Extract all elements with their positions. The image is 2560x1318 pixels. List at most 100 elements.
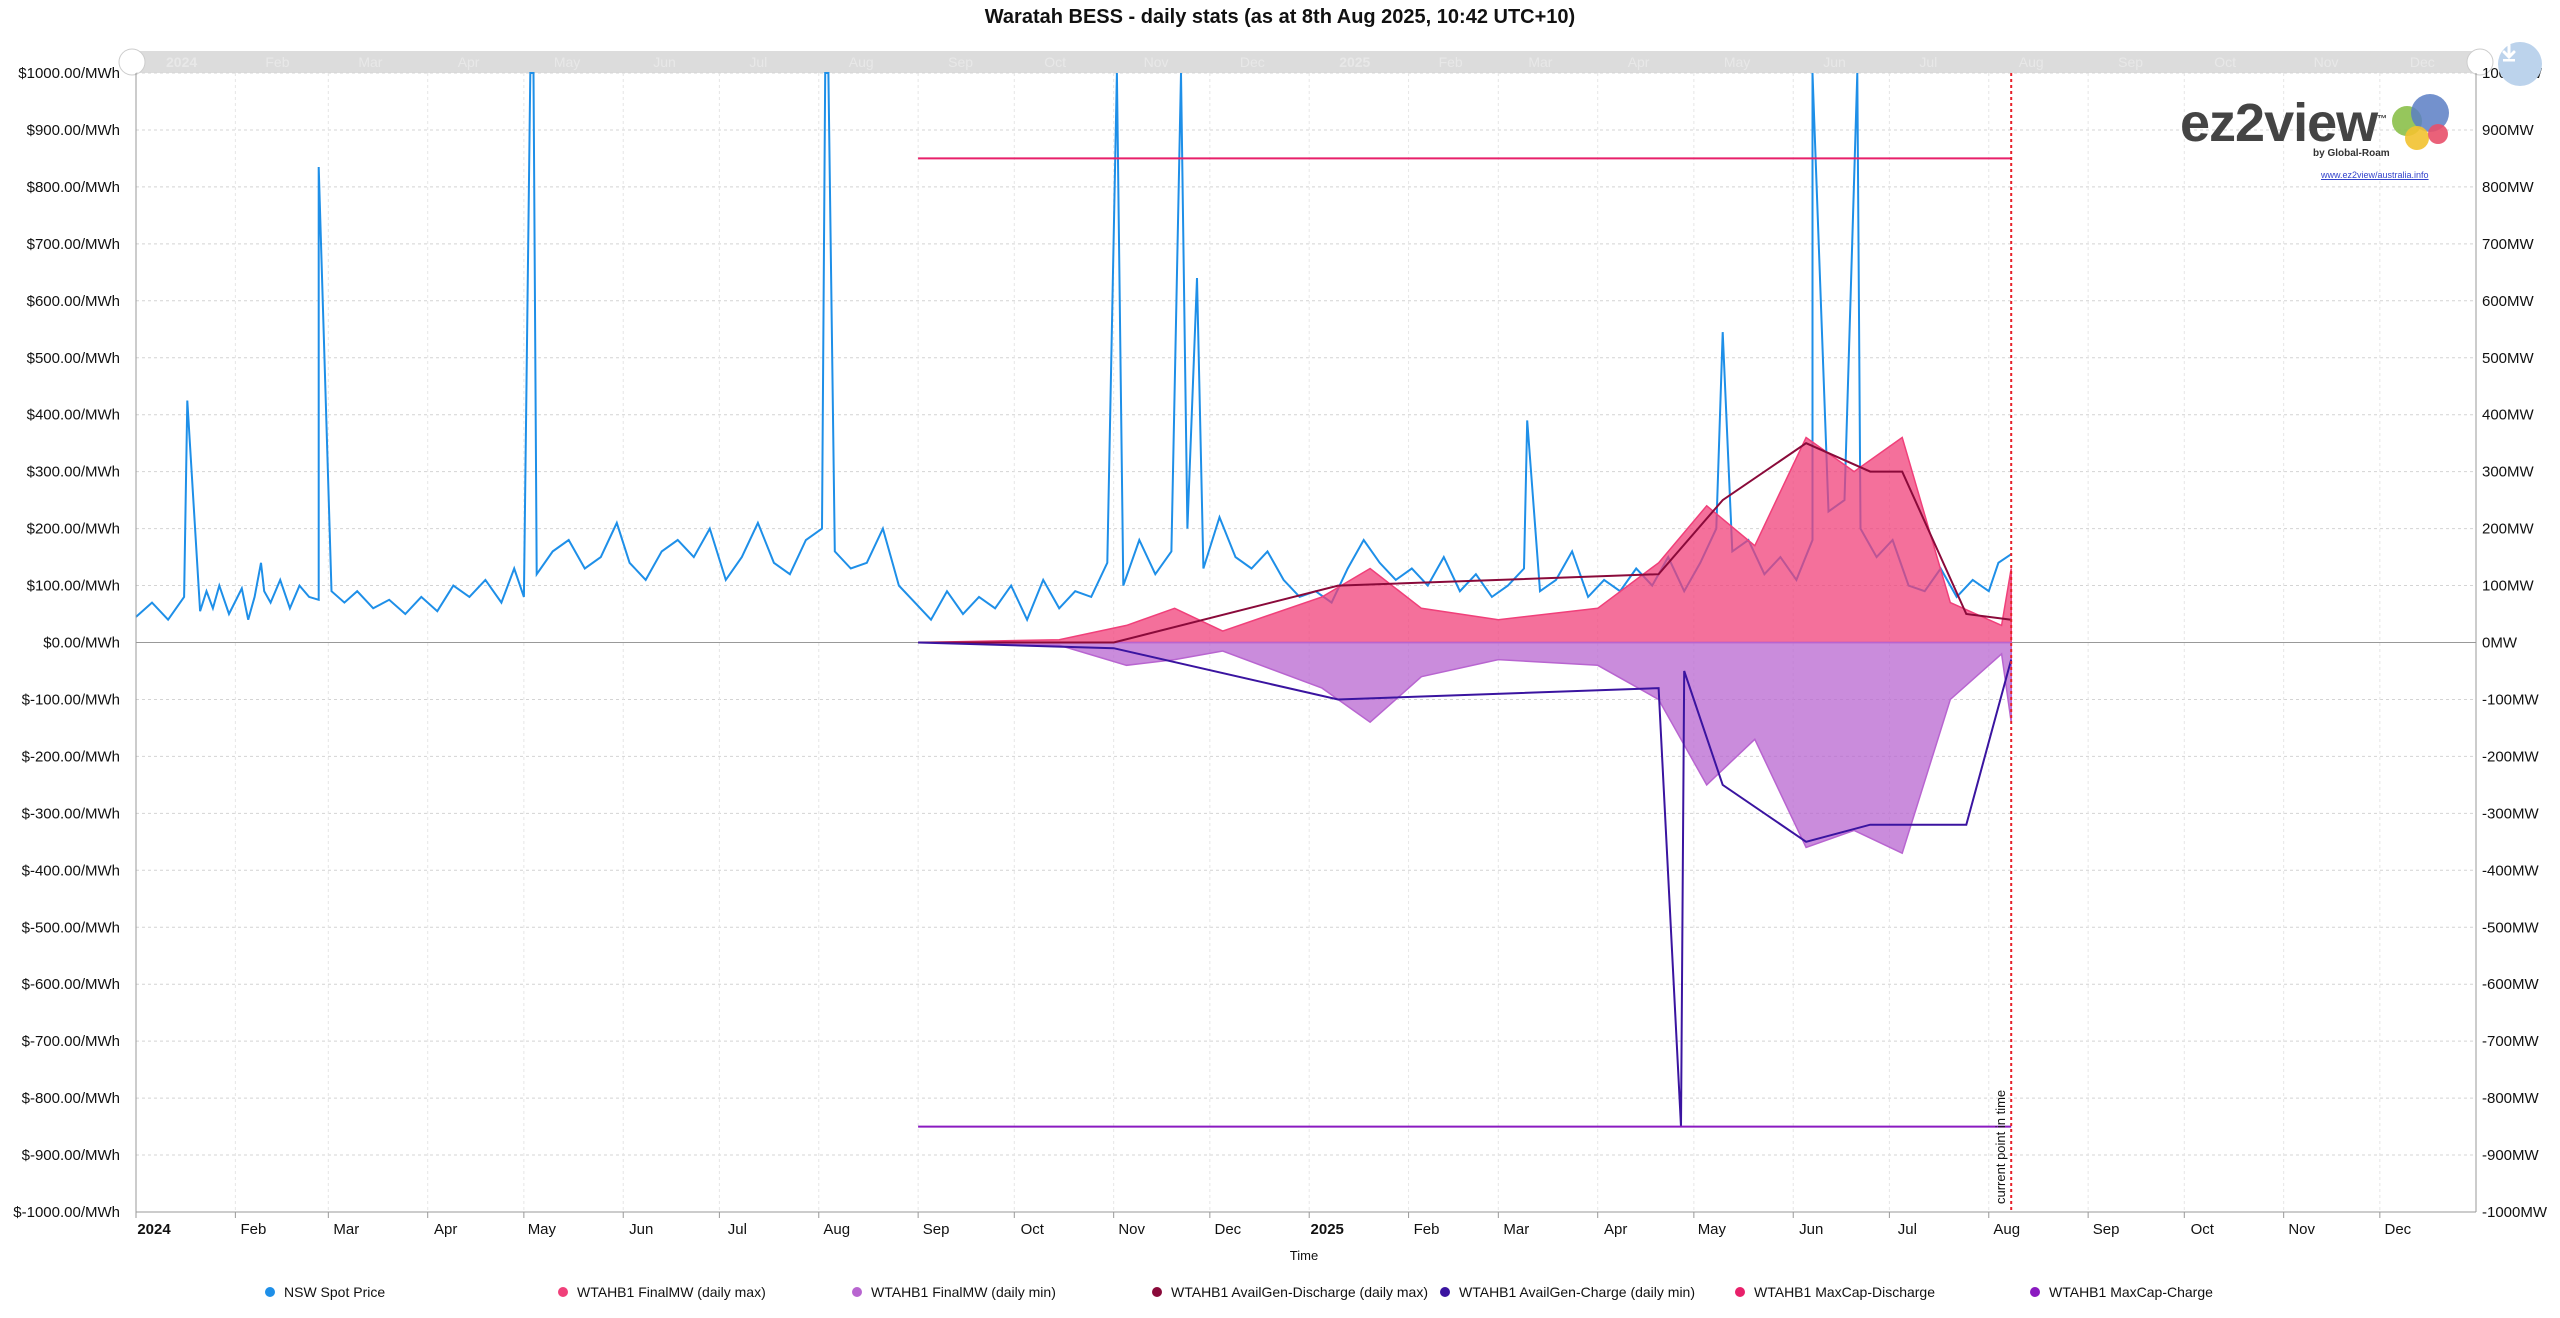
navigator-tick: Oct: [2214, 54, 2236, 70]
y-right-tick-label: 100MW: [2482, 578, 2535, 595]
navigator-tick: 2024: [166, 54, 197, 70]
y-left-tick-label: $0.00/MWh: [43, 635, 120, 652]
navigator-tick: 2025: [1339, 54, 1370, 70]
navigator-tick: Apr: [458, 54, 480, 70]
x-tick-label: Oct: [2191, 1221, 2215, 1238]
y-left-tick-label: $-400.00/MWh: [22, 862, 120, 879]
logo-subtitle: by Global-Roam: [2313, 148, 2390, 159]
y-right-tick-label: -400MW: [2482, 862, 2540, 879]
navigator-tick: May: [1724, 54, 1750, 70]
legend-label: WTAHB1 AvailGen-Discharge (daily max): [1171, 1284, 1429, 1300]
y-right-tick-label: -1000MW: [2482, 1204, 2548, 1221]
legend-item[interactable]: NSW Spot Price: [265, 1284, 385, 1300]
x-tick-label: Jul: [728, 1221, 747, 1238]
series-area: [918, 641, 2012, 855]
legend-dot-icon: [1440, 1287, 1450, 1297]
x-tick-label: Sep: [2093, 1221, 2120, 1238]
x-tick-label: Dec: [1214, 1221, 1241, 1238]
series-layer: current point in time: [135, 72, 2013, 1212]
y-left-tick-label: $-500.00/MWh: [22, 919, 120, 936]
series-4: [918, 641, 2013, 1127]
navigator-tick: Mar: [358, 54, 382, 70]
logo-circles-icon: [2392, 94, 2449, 150]
navigator-left-handle: [118, 48, 146, 76]
y-left-tick-label: $300.00/MWh: [27, 464, 120, 481]
legend-label: WTAHB1 FinalMW (daily max): [577, 1284, 766, 1300]
x-tick-label: Aug: [823, 1221, 850, 1238]
y-right-tick-label: -900MW: [2482, 1147, 2540, 1164]
navigator-tick: Nov: [2314, 54, 2339, 70]
y-left-tick-label: $100.00/MWh: [27, 578, 120, 595]
x-tick-label: Mar: [1503, 1221, 1529, 1238]
navigator-tick: Nov: [1144, 54, 1169, 70]
y-right-tick-label: -700MW: [2482, 1033, 2540, 1050]
navigator-tick: May: [554, 54, 580, 70]
navigator-tick: Feb: [265, 54, 289, 70]
x-tick-label: Aug: [1993, 1221, 2020, 1238]
legend-item[interactable]: WTAHB1 MaxCap-Discharge: [1735, 1284, 1935, 1300]
legend-item[interactable]: WTAHB1 AvailGen-Charge (daily min): [1440, 1284, 1695, 1300]
legend-label: WTAHB1 FinalMW (daily min): [871, 1284, 1056, 1300]
y-left-tick-label: $-800.00/MWh: [22, 1090, 120, 1107]
x-tick-label: 2025: [1311, 1221, 1344, 1238]
navigator-tick: Jun: [1823, 54, 1846, 70]
download-arrow-icon: [2502, 43, 2516, 62]
navigator-tick: Sep: [948, 54, 973, 70]
y-right-tick-label: 200MW: [2482, 521, 2535, 538]
navigator-tick: Oct: [1044, 54, 1066, 70]
series-line: [918, 641, 2013, 1127]
y-right-tick-label: -100MW: [2482, 691, 2540, 708]
series-1: [918, 436, 2012, 644]
legend-item[interactable]: WTAHB1 MaxCap-Charge: [2030, 1284, 2213, 1300]
navigator-tick: Aug: [849, 54, 874, 70]
navigator-tick: Jun: [653, 54, 676, 70]
navigator-tick: Apr: [1628, 54, 1650, 70]
navigator-tick: Dec: [2410, 54, 2435, 70]
x-tick-label: Jun: [629, 1221, 653, 1238]
x-tick-label: 2024: [137, 1221, 171, 1238]
y-right-tick-label: -500MW: [2482, 919, 2540, 936]
y-right-tick-label: 400MW: [2482, 407, 2535, 424]
navigator-tick: Dec: [1240, 54, 1265, 70]
x-tick-label: Jun: [1799, 1221, 1823, 1238]
y-left-tick-label: $-100.00/MWh: [22, 691, 120, 708]
y-right-tick-label: 800MW: [2482, 179, 2535, 196]
x-tick-label: Apr: [434, 1221, 457, 1238]
y-left-tick-label: $800.00/MWh: [27, 179, 120, 196]
y-right-tick-label: -800MW: [2482, 1090, 2540, 1107]
y-left-tick-label: $900.00/MWh: [27, 122, 120, 139]
download-button[interactable]: [2498, 42, 2542, 86]
axes: $1000.00/MWh1000MW$900.00/MWh900MW$800.0…: [13, 65, 2548, 1238]
y-right-tick-label: 500MW: [2482, 350, 2535, 367]
series-line: [918, 442, 2012, 644]
legend-item[interactable]: WTAHB1 AvailGen-Discharge (daily max): [1152, 1284, 1428, 1300]
series-3: [918, 442, 2012, 644]
x-tick-label: Oct: [1021, 1221, 1045, 1238]
y-right-tick-label: -300MW: [2482, 805, 2540, 822]
x-axis-label: Time: [1290, 1248, 1318, 1263]
y-right-tick-label: 300MW: [2482, 464, 2535, 481]
legend-dot-icon: [558, 1287, 568, 1297]
logo-link[interactable]: www.ez2view/australia.info: [2321, 170, 2429, 180]
ez2view-logo: ez2view™ by Global-Roam www.ez2view/aust…: [2180, 92, 2460, 187]
y-left-tick-label: $-600.00/MWh: [22, 976, 120, 993]
series-area: [918, 436, 2012, 644]
y-left-tick-label: $-900.00/MWh: [22, 1147, 120, 1164]
legend-item[interactable]: WTAHB1 FinalMW (daily min): [852, 1284, 1056, 1300]
y-left-tick-label: $-1000.00/MWh: [13, 1204, 120, 1221]
legend-label: WTAHB1 MaxCap-Charge: [2049, 1284, 2213, 1300]
y-left-tick-label: $1000.00/MWh: [18, 65, 120, 82]
x-tick-label: May: [1698, 1221, 1727, 1238]
legend-label: WTAHB1 AvailGen-Charge (daily min): [1459, 1284, 1696, 1300]
range-navigator[interactable]: 2024 Feb Mar Apr May Jun Jul Aug Sep Oct Nov Dec 202…: [118, 48, 2494, 76]
y-left-tick-label: $-300.00/MWh: [22, 805, 120, 822]
legend-dot-icon: [852, 1287, 862, 1297]
legend-item[interactable]: WTAHB1 FinalMW (daily max): [558, 1284, 766, 1300]
x-tick-label: Sep: [923, 1221, 950, 1238]
y-right-tick-label: 0MW: [2482, 635, 2518, 652]
y-left-tick-label: $-700.00/MWh: [22, 1033, 120, 1050]
legend: NSW Spot Price WTAHB1 FinalMW (daily max)…: [0, 1284, 2560, 1304]
legend-label: NSW Spot Price: [284, 1284, 386, 1300]
y-left-tick-label: $600.00/MWh: [27, 293, 120, 310]
